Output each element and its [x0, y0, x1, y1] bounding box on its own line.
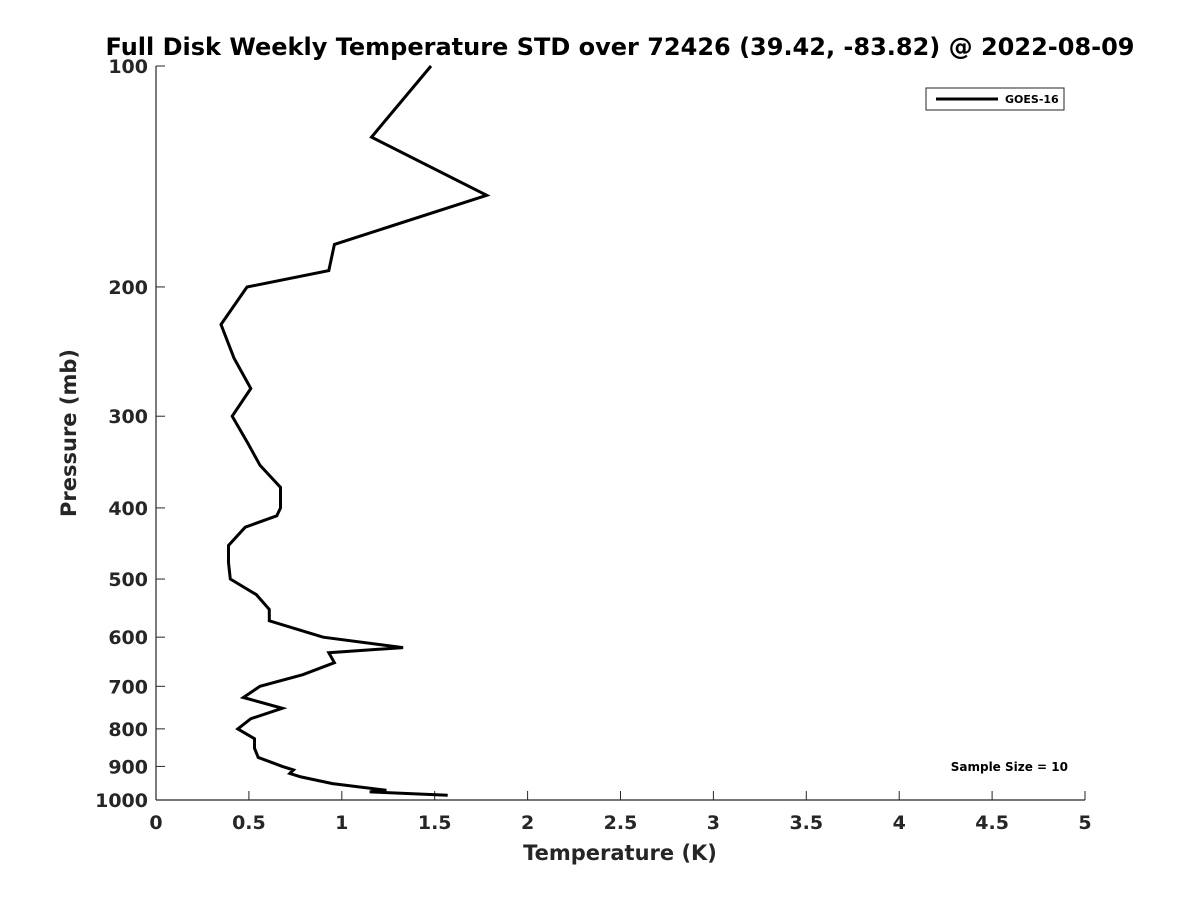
chart-title: Full Disk Weekly Temperature STD over 72…: [106, 33, 1135, 61]
x-axis-label: Temperature (K): [523, 841, 717, 865]
y-tick-label: 600: [108, 627, 148, 649]
x-ticks: 0 0.5 1 1.5 2 2.5 3 3.5 4 4.5 5: [149, 791, 1092, 834]
y-tick-label: 100: [108, 56, 148, 78]
x-tick-label: 5: [1078, 812, 1091, 834]
y-tick-label: 900: [108, 756, 148, 778]
x-tick-label: 3.5: [789, 812, 823, 834]
y-tick-label: 500: [108, 569, 148, 591]
y-axis-label: Pressure (mb): [57, 349, 81, 517]
y-tick-label: 1000: [95, 790, 148, 812]
x-tick-label: 1.5: [418, 812, 452, 834]
y-tick-label: 200: [108, 277, 148, 299]
x-tick-label: 4: [893, 812, 906, 834]
sample-size-annotation: Sample Size = 10: [951, 760, 1068, 774]
y-tick-label: 300: [108, 406, 148, 428]
x-tick-label: 2: [521, 812, 534, 834]
x-tick-label: 2.5: [604, 812, 638, 834]
legend[interactable]: GOES-16: [925, 87, 1065, 111]
y-ticks: 100 200 300 400 500 600 700 800 900 1000: [95, 56, 165, 812]
y-tick-label: 700: [108, 676, 148, 698]
series-line-goes-16: [219, 65, 491, 797]
x-tick-label: 3: [707, 812, 720, 834]
plot-frame: [155, 66, 1085, 801]
x-tick-label: 0: [149, 812, 162, 834]
y-tick-label: 400: [108, 498, 148, 520]
y-tick-label: 800: [108, 719, 148, 741]
x-tick-label: 0.5: [232, 812, 266, 834]
x-tick-label: 4.5: [975, 812, 1009, 834]
legend-entry-label: GOES-16: [1005, 93, 1059, 106]
x-tick-label: 1: [335, 812, 348, 834]
